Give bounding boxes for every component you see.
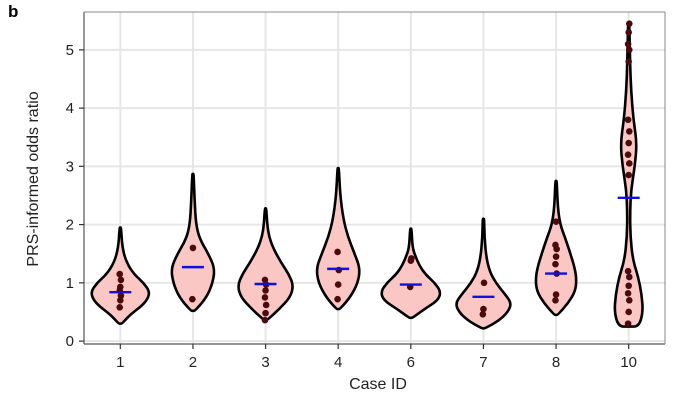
data-point-case-1 — [116, 270, 124, 278]
axis-layer: 0 1 2 3 4 5 1 2 3 4 6 7 8 10 — [66, 11, 666, 371]
data-point-case-1 — [117, 283, 124, 291]
data-point-case-2 — [189, 295, 196, 303]
x-tick-label: 8 — [552, 354, 560, 371]
data-point-case-8 — [552, 241, 559, 249]
y-tick-label: 4 — [66, 100, 74, 117]
data-point-case-4 — [334, 295, 341, 303]
x-tick-label: 1 — [116, 354, 124, 371]
data-point-case-10 — [624, 320, 632, 327]
data-point-case-10 — [625, 282, 632, 290]
data-point-case-6 — [408, 255, 415, 262]
data-point-case-10 — [624, 267, 632, 275]
data-point-case-7 — [480, 305, 487, 313]
data-point-case-1 — [117, 292, 125, 299]
data-point-case-10 — [625, 29, 632, 36]
violin-case-7 — [455, 217, 512, 330]
data-point-case-4 — [334, 281, 342, 288]
data-point-case-10 — [624, 151, 632, 159]
data-point-case-8 — [552, 253, 560, 260]
data-point-case-8 — [552, 291, 560, 298]
y-tick-label: 1 — [66, 275, 74, 292]
violin-case-2 — [170, 172, 216, 313]
data-point-case-10 — [625, 20, 633, 27]
data-point-case-7 — [479, 310, 487, 318]
grid-layer — [84, 12, 665, 344]
y-tick-label: 3 — [66, 158, 74, 175]
x-tick-label: 7 — [479, 354, 487, 371]
y-tick-label: 0 — [66, 333, 74, 350]
y-tick-label: 2 — [66, 217, 74, 234]
data-point-case-10 — [625, 128, 633, 135]
violin-layer — [90, 20, 644, 330]
data-point-case-3 — [261, 316, 269, 324]
x-tick-label: 6 — [407, 354, 415, 371]
data-point-case-10 — [624, 40, 632, 48]
data-point-case-10 — [624, 116, 632, 124]
y-axis-label: PRS-informed odds ratio — [25, 91, 42, 266]
data-point-case-10 — [625, 308, 632, 316]
data-point-case-1 — [117, 276, 125, 284]
data-point-case-8 — [552, 260, 559, 268]
data-point-case-10 — [625, 139, 632, 147]
data-point-case-10 — [625, 58, 632, 65]
panel-label: b — [8, 2, 19, 21]
data-point-case-10 — [625, 297, 633, 304]
data-point-case-8 — [552, 297, 559, 304]
data-point-case-10 — [625, 273, 633, 281]
data-point-case-8 — [552, 218, 560, 225]
data-point-case-10 — [625, 160, 633, 167]
y-tick-label: 5 — [66, 42, 74, 59]
data-point-case-10 — [625, 46, 633, 54]
data-point-case-3 — [261, 294, 269, 301]
data-point-case-3 — [262, 301, 270, 309]
data-point-case-1 — [116, 304, 124, 311]
x-tick-label: 10 — [620, 354, 637, 371]
x-axis-label: Case ID — [349, 376, 407, 393]
data-point-case-10 — [625, 171, 632, 179]
data-point-case-3 — [262, 309, 269, 317]
data-point-case-7 — [480, 279, 488, 287]
violin-case-3 — [237, 206, 294, 322]
data-point-case-4 — [334, 248, 341, 256]
data-point-case-10 — [624, 290, 632, 297]
violin-case-6 — [380, 227, 442, 320]
violin-case-4 — [315, 166, 361, 311]
data-point-case-2 — [189, 244, 197, 252]
x-tick-label: 4 — [334, 354, 342, 371]
x-tick-label: 2 — [189, 354, 197, 371]
x-tick-label: 3 — [261, 354, 269, 371]
data-point-case-3 — [261, 276, 269, 284]
data-point-case-3 — [262, 287, 269, 294]
